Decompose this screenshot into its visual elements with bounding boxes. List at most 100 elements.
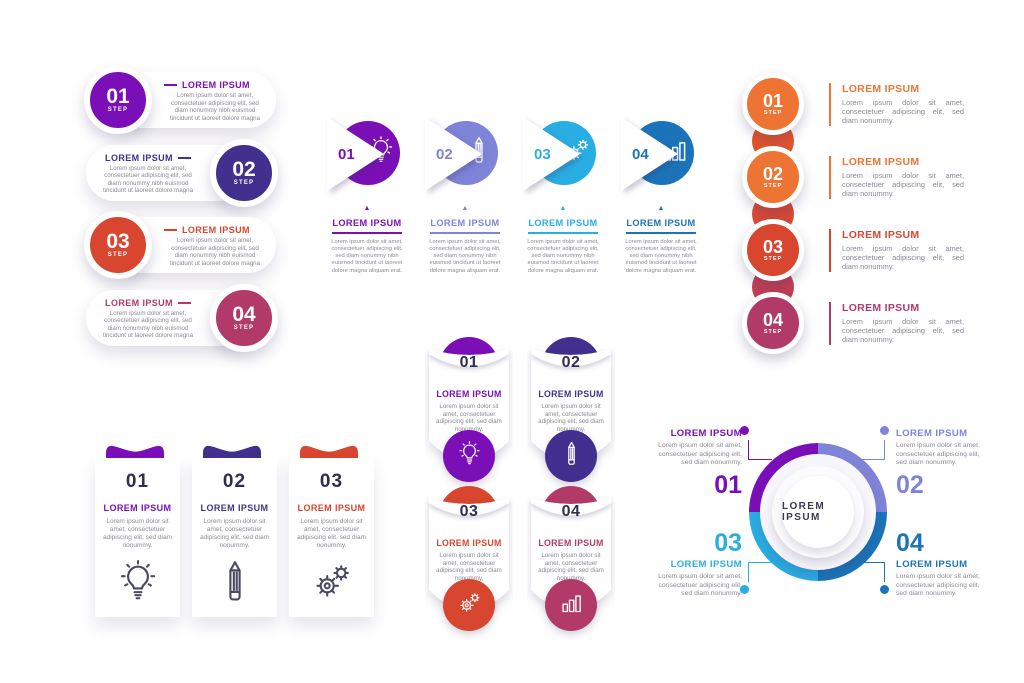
banner: 03 LOREM IPSUM Lorem ipsum dolor sit ame… (425, 479, 513, 639)
step-title: LOREM IPSUM (105, 152, 173, 163)
step-number: 04 (561, 503, 581, 520)
card-body: 03 LOREM IPSUM Lorem ipsum dolor sit ame… (289, 458, 374, 617)
step-number: 02 (762, 163, 784, 184)
bar-chart-icon (558, 589, 585, 621)
banner-shape (429, 337, 509, 461)
step-body: Lorem ipsum dolor sit amet, consectetuer… (169, 92, 261, 122)
center-label: LOREM IPSUM (782, 501, 826, 523)
step-body: Lorem ipsum dolor sit amet, consectetuer… (296, 518, 366, 549)
pencil-icon (199, 558, 270, 609)
step-number: 04 (632, 146, 649, 163)
step-row: LOREM IPSUM Lorem ipsum dolor sit amet, … (86, 283, 278, 352)
icon-circle (545, 579, 597, 631)
step-title: LOREM IPSUM (842, 156, 920, 168)
step-number: 01 (762, 90, 784, 111)
step-art: 03 (523, 117, 603, 193)
item-title: LOREM IPSUM (670, 428, 742, 439)
step-body: Lorem ipsum dolor sit amet, consectetuer… (429, 238, 501, 274)
step-title: LOREM IPSUM (436, 389, 502, 399)
connector-line (861, 440, 885, 460)
step-title-row: LOREM IPSUM (100, 298, 196, 308)
title-dash (177, 301, 191, 304)
step-number: 02 (222, 471, 247, 492)
step-number: 03 (459, 503, 479, 520)
item-number: 01 (714, 470, 742, 499)
arrow-shape (327, 117, 384, 191)
step-label: STEP (107, 107, 129, 113)
step-number: 02 (436, 146, 453, 163)
info-card: 03 LOREM IPSUM Lorem ipsum dolor sit ame… (289, 443, 374, 618)
item-title: LOREM IPSUM (896, 559, 968, 570)
connector-dot (740, 426, 749, 435)
pointer-marker: ▲ (363, 205, 371, 212)
step-label: STEP (763, 328, 783, 335)
connector-dot (880, 585, 889, 594)
step-text-block: LOREM IPSUM Lorem ipsum dolor sit amet, … (829, 156, 964, 199)
step-body: Lorem ipsum dolor sit amet, consectetuer… (102, 164, 194, 195)
step-number: 02 (561, 354, 581, 371)
step-body: Lorem ipsum dolor sit amet, consectetuer… (625, 238, 697, 274)
step-title-row: LOREM IPSUM (164, 80, 266, 90)
step-title-row: LOREM IPSUM (164, 225, 266, 235)
step-title: LOREM IPSUM (436, 538, 502, 548)
connector-dot (740, 585, 749, 594)
title-dash (164, 229, 177, 231)
info-card: 02 LOREM IPSUM Lorem ipsum dolor sit ame… (192, 443, 277, 618)
step-body: Lorem ipsum dolor sit amet, consectetuer… (436, 403, 502, 433)
item-body: Lorem ipsum dolor sit amet, consectetuer… (896, 573, 980, 598)
title-dash (164, 84, 177, 86)
step-title: LOREM IPSUM (200, 503, 269, 513)
step-number: 04 (762, 309, 784, 330)
step-body: Lorem ipsum dolor sit amet, consectetuer… (527, 238, 599, 274)
icon-circle (443, 579, 495, 631)
step-title: LOREM IPSUM (842, 302, 920, 314)
banner-shape (531, 337, 611, 461)
step-label: STEP (233, 324, 255, 331)
step-number: 04 (232, 302, 256, 326)
step-column: 01 ▲ LOREM IPSUM Lorem ipsum dolor sit a… (327, 117, 407, 275)
step-number: 02 (232, 157, 256, 181)
step-number-badge: 01 STEP (84, 66, 152, 134)
title-underline (430, 232, 500, 234)
step-title: LOREM IPSUM (297, 503, 366, 513)
step-number-badge: 04 STEP (210, 283, 278, 352)
banner: 04 LOREM IPSUM Lorem ipsum dolor sit ame… (527, 479, 615, 639)
step-label: STEP (233, 179, 255, 186)
diagram-item: LOREM IPSUM Lorem ipsum dolor sit amet, … (647, 426, 772, 499)
step-body: Lorem ipsum dolor sit amet, consectetuer… (169, 237, 261, 267)
step-title: LOREM IPSUM (182, 225, 250, 235)
circle-diagram-group: LOREM IPSUM LOREM IPSUM Lorem ipsum dolo… (645, 425, 1005, 610)
arrow-shape (425, 117, 482, 191)
tab-cards-group: 01 LOREM IPSUM Lorem ipsum dolor sit ame… (95, 443, 385, 623)
step-art: 01 (327, 117, 407, 193)
step-number-badge: 02 STEP (742, 146, 804, 208)
step-number-badge: 03 STEP (742, 219, 804, 281)
item-body: Lorem ipsum dolor sit amet, consectetuer… (896, 442, 980, 467)
step-number-badge: 02 STEP (210, 138, 278, 207)
diagram-item: LOREM IPSUM Lorem ipsum dolor sit amet, … (861, 531, 991, 599)
connector-line (748, 562, 772, 582)
step-body: Lorem ipsum dolor sit amet, consectetuer… (842, 98, 964, 125)
step-body: Lorem ipsum dolor sit amet, consectetuer… (199, 518, 269, 549)
banner: 01 LOREM IPSUM Lorem ipsum dolor sit ame… (425, 330, 513, 490)
step-text-block: LOREM IPSUM Lorem ipsum dolor sit amet, … (829, 229, 964, 272)
pointer-marker: ▲ (461, 205, 469, 212)
card-body: 02 LOREM IPSUM Lorem ipsum dolor sit ame… (192, 458, 277, 617)
step-title: LOREM IPSUM (103, 503, 172, 513)
step-art: 02 (425, 117, 505, 193)
item-number: 03 (714, 529, 742, 557)
gears-icon (456, 589, 483, 621)
item-body: Lorem ipsum dolor sit amet, consectetuer… (658, 442, 742, 467)
step-number: 03 (762, 236, 784, 257)
bulb-icon (102, 558, 173, 609)
step-number: 03 (319, 471, 344, 492)
step-number-badge: 04 STEP (742, 292, 804, 354)
info-card: 01 LOREM IPSUM Lorem ipsum dolor sit ame… (95, 443, 180, 618)
title-underline (332, 232, 402, 234)
pointer-marker: ▲ (657, 205, 665, 212)
step-body: Lorem ipsum dolor sit amet, consectetuer… (538, 403, 604, 433)
diagram-item: LOREM IPSUM Lorem ipsum dolor sit amet, … (647, 529, 772, 599)
arrow-shape (621, 117, 678, 191)
step-title: LOREM IPSUM (842, 229, 920, 241)
connector-line (861, 562, 885, 582)
